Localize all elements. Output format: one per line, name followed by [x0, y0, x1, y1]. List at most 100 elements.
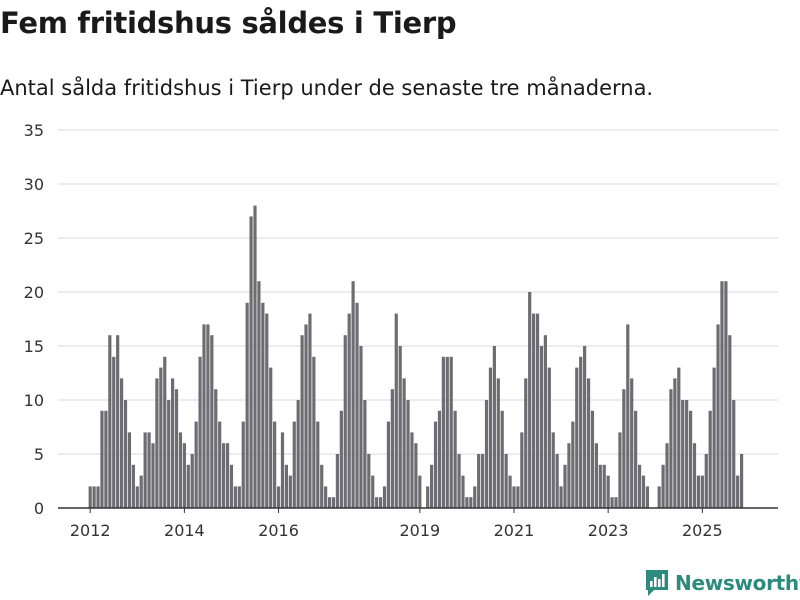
- bar: [496, 378, 500, 508]
- bar: [245, 302, 249, 508]
- bar: [371, 475, 375, 508]
- bar: [280, 432, 285, 508]
- bar-series: [88, 205, 744, 508]
- bar: [586, 378, 591, 508]
- bar: [394, 313, 398, 508]
- bar: [222, 443, 226, 508]
- y-tick-label: 20: [24, 283, 44, 302]
- bar: [414, 443, 418, 508]
- bar: [571, 421, 575, 508]
- y-tick-label: 10: [24, 391, 44, 410]
- bar: [641, 475, 646, 508]
- bar: [171, 378, 175, 508]
- bar: [398, 346, 402, 508]
- x-tick-label: 2025: [682, 521, 723, 540]
- bar: [410, 432, 414, 508]
- bar: [100, 410, 104, 508]
- y-tick-label: 5: [34, 445, 44, 464]
- bar: [112, 356, 116, 508]
- bar: [182, 443, 186, 508]
- bar: [123, 400, 128, 508]
- bar: [225, 443, 230, 508]
- bar: [563, 464, 567, 508]
- bar: [598, 464, 602, 508]
- x-tick-label: 2021: [494, 521, 535, 540]
- bar: [331, 497, 336, 508]
- bar: [174, 389, 179, 508]
- bar: [359, 346, 363, 508]
- y-tick-label: 30: [24, 175, 44, 194]
- bar: [606, 475, 610, 508]
- bar: [167, 400, 171, 508]
- bar: [504, 454, 508, 508]
- chart-subtitle: Antal sålda fritidshus i Tierp under de …: [0, 76, 654, 100]
- bar: [484, 400, 489, 508]
- bar: [708, 410, 712, 508]
- bar: [736, 475, 740, 508]
- y-tick-label: 25: [24, 229, 44, 248]
- bar: [265, 313, 269, 508]
- bar: [433, 421, 438, 508]
- y-tick-label: 35: [24, 121, 44, 140]
- bar: [288, 475, 292, 508]
- bar: [218, 421, 222, 508]
- bar: [445, 356, 449, 508]
- bar: [249, 216, 253, 508]
- bar: [304, 324, 308, 508]
- bar: [583, 346, 587, 508]
- bar: [320, 464, 324, 508]
- x-tick-label: 2023: [588, 521, 629, 540]
- bar: [316, 421, 320, 508]
- bar: [237, 486, 241, 508]
- bar: [163, 356, 167, 508]
- newsworthy-brand[interactable]: Newsworthy: [645, 569, 800, 597]
- bar: [229, 464, 234, 508]
- bar: [661, 464, 665, 508]
- bar: [559, 486, 563, 508]
- bar: [626, 324, 630, 508]
- bar: [516, 486, 520, 508]
- bar: [253, 205, 257, 508]
- bar: [139, 475, 143, 508]
- bar: [610, 497, 614, 508]
- bar: [437, 410, 442, 508]
- x-tick-label: 2014: [164, 521, 205, 540]
- bar: [386, 421, 391, 508]
- bar: [712, 367, 716, 508]
- bar: [508, 475, 512, 508]
- x-tick-label: 2012: [70, 521, 111, 540]
- bar: [390, 389, 394, 508]
- bar: [292, 421, 296, 508]
- bar: [630, 378, 634, 508]
- bar: [481, 454, 485, 508]
- bar: [488, 367, 493, 508]
- bar: [363, 400, 367, 508]
- bar: [551, 432, 555, 508]
- bar: [622, 389, 626, 508]
- bar: [96, 486, 100, 508]
- bar: [602, 464, 606, 508]
- bar: [276, 486, 281, 508]
- bar: [406, 400, 410, 508]
- bar: [567, 443, 571, 508]
- bar: [312, 356, 316, 508]
- bar: [269, 367, 273, 508]
- bar: [418, 475, 422, 508]
- bar: [131, 464, 135, 508]
- bar: [429, 464, 434, 508]
- bar: [119, 378, 124, 508]
- bar: [198, 356, 202, 508]
- bar: [214, 389, 218, 508]
- bar: [143, 432, 147, 508]
- bar: [453, 410, 457, 508]
- bar: [575, 367, 579, 508]
- bar: [692, 443, 697, 508]
- bar: [347, 313, 351, 508]
- bar: [378, 497, 383, 508]
- bar: [634, 410, 638, 508]
- bar: [457, 454, 461, 508]
- bar: [127, 432, 132, 508]
- bar: [469, 497, 473, 508]
- bar: [473, 486, 477, 508]
